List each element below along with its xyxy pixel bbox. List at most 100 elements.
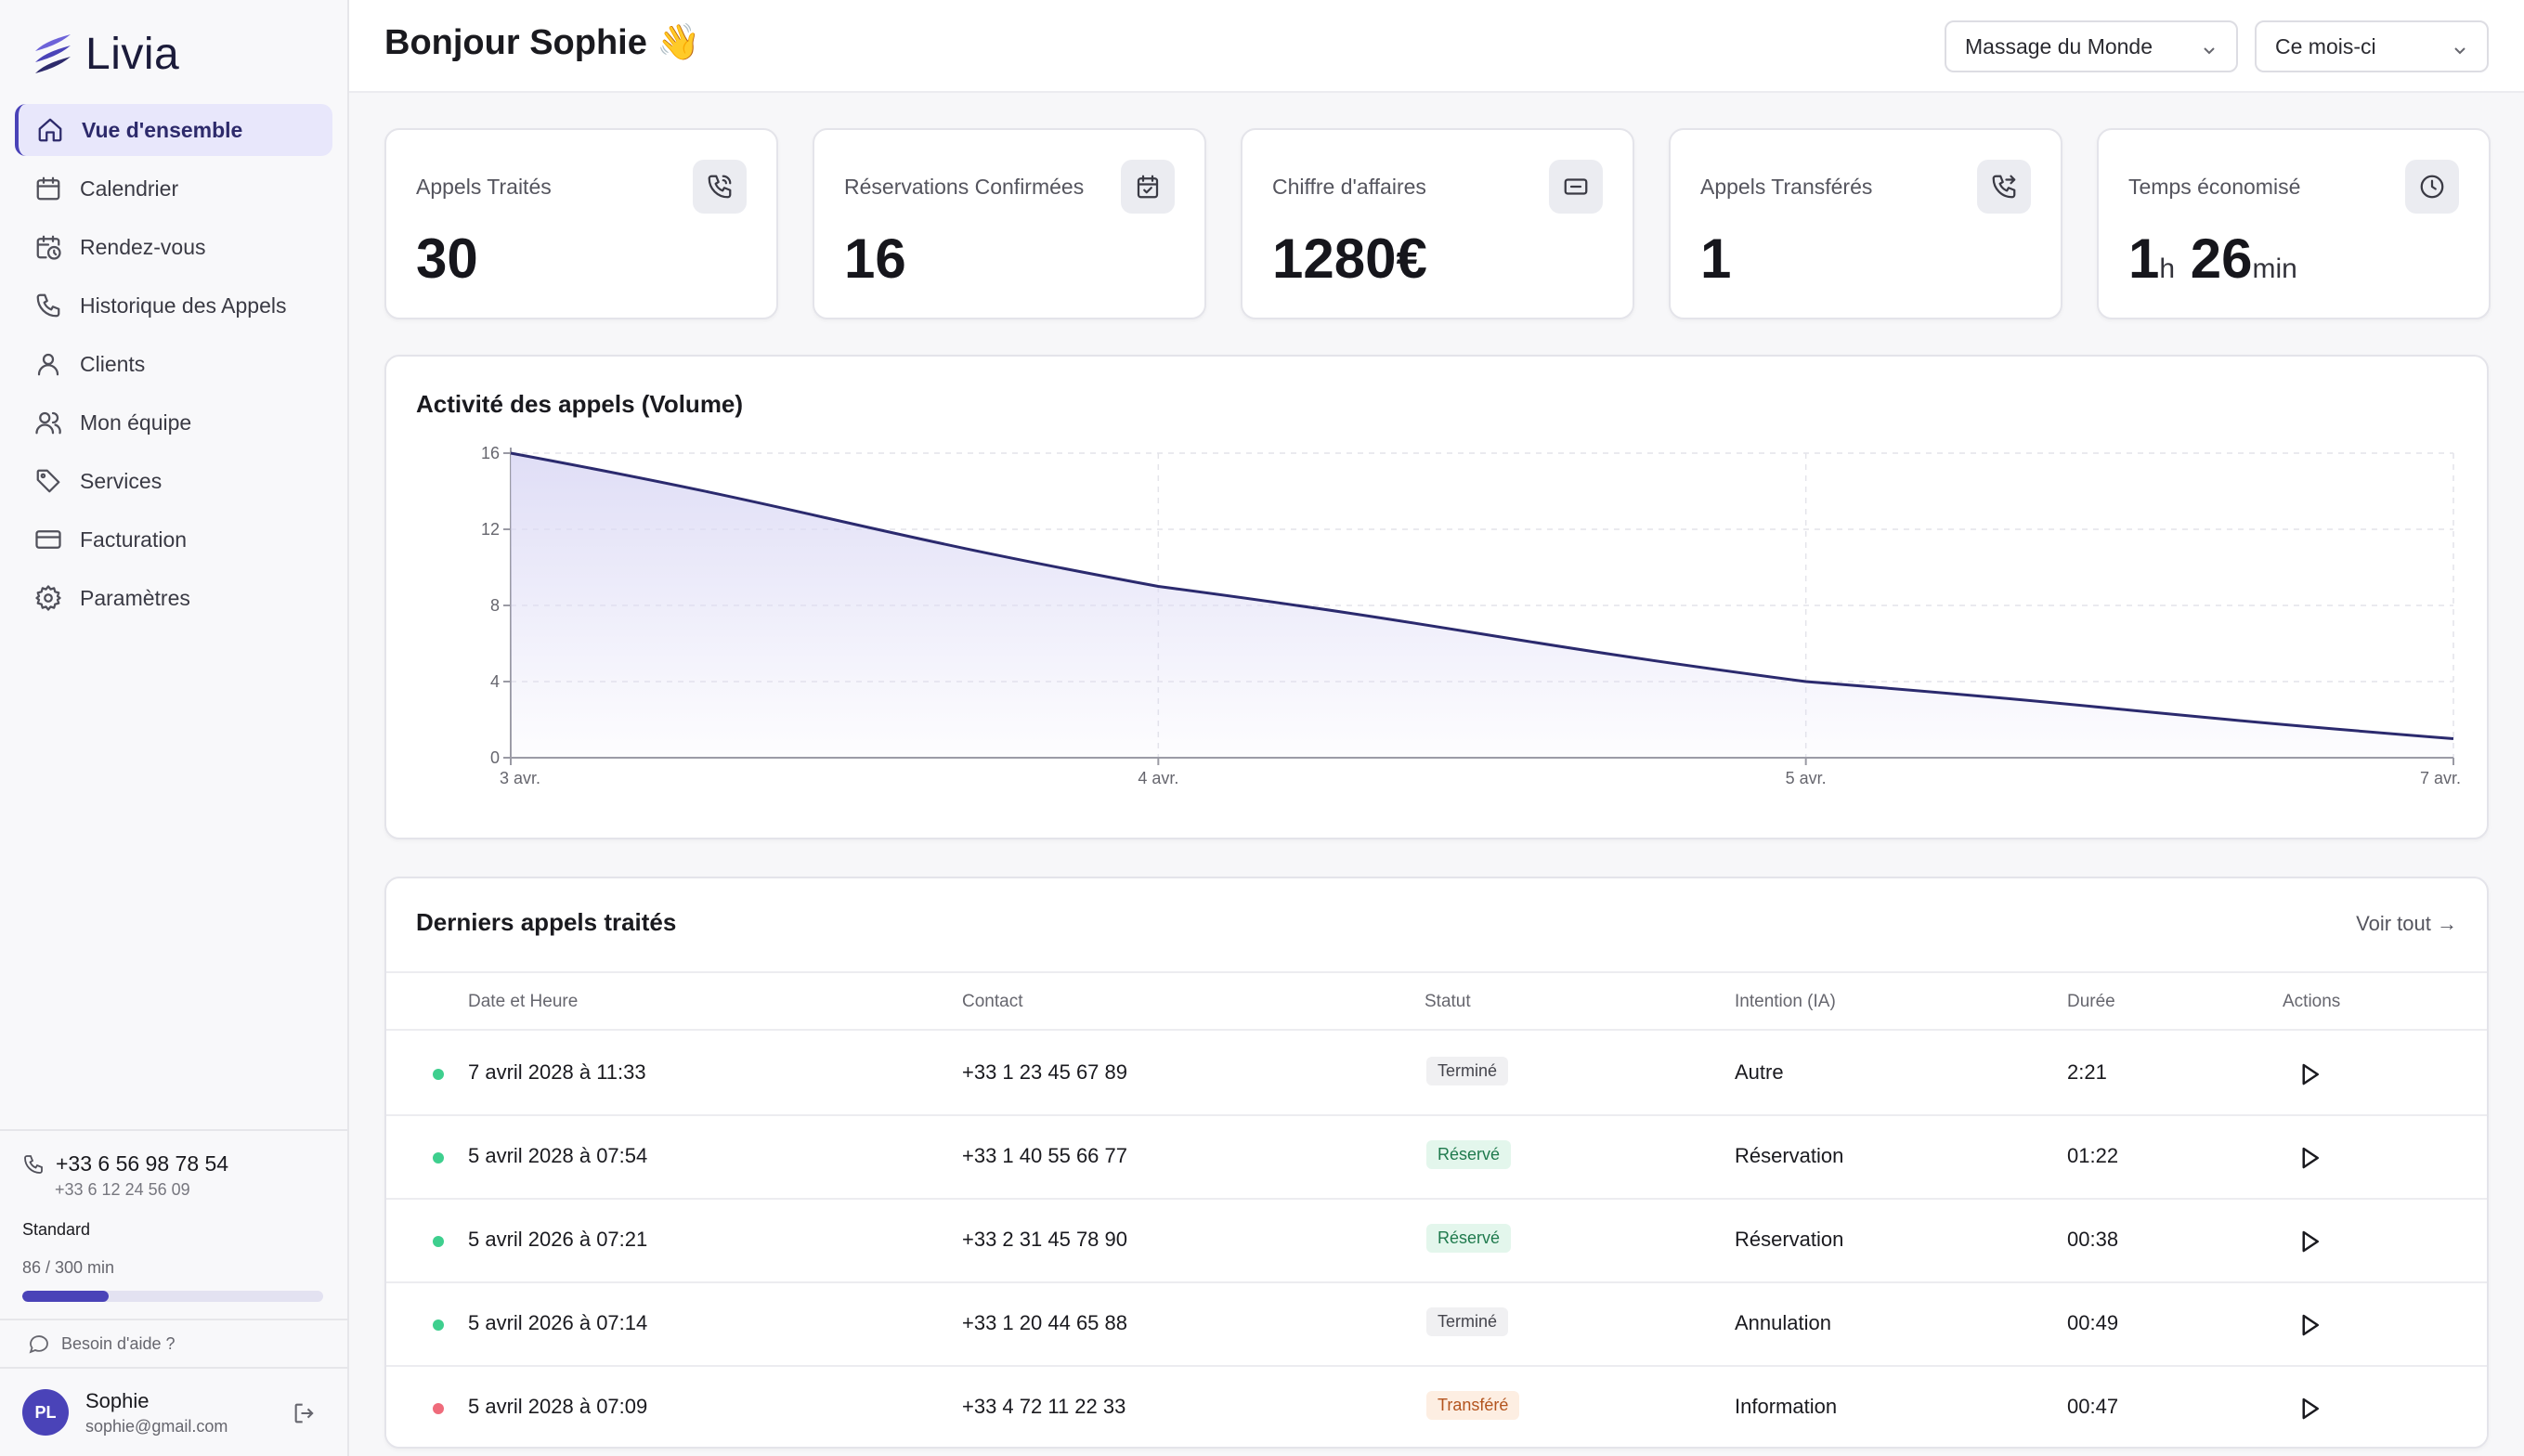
chevron-down-icon [2201,39,2218,56]
status-dot [433,1403,444,1414]
y-tick-label: 4 [490,672,500,691]
chevron-down-icon [2452,39,2468,56]
usage-progress-bar [22,1291,323,1302]
app-logo[interactable]: Livia [32,26,179,82]
stat-title: Appels Transférés [1700,175,1873,199]
sidebar-item-settings[interactable]: Paramètres [15,572,332,624]
call-date: 5 avril 2028 à 07:54 [468,1144,648,1167]
phone-icon [33,291,63,320]
stat-title: Réservations Confirmées [844,175,1085,199]
stat-title: Temps économisé [2128,175,2301,199]
table-row[interactable]: 7 avril 2028 à 11:33 +33 1 23 45 67 89 Ter… [386,1033,2487,1116]
call-duration: 01:22 [2067,1144,2119,1167]
x-tick-label: 5 avr. [1786,769,1827,787]
sidebar-item-label: Paramètres [80,585,190,610]
table-row[interactable]: 5 avril 2026 à 07:14 +33 1 20 44 65 88 Ter… [386,1283,2487,1367]
column-header-status[interactable]: Statut [1425,992,1471,1011]
calendar-check-icon [1121,160,1175,214]
stat-card-calls-handled: Appels Traités 30 [384,128,778,319]
phone-row: +33 6 56 98 78 54 [22,1151,325,1176]
call-date: 5 avril 2028 à 07:09 [468,1395,648,1418]
sidebar-item-team[interactable]: Mon équipe [15,396,332,448]
table-row[interactable]: 5 avril 2028 à 07:09 +33 4 72 11 22 33 Tra… [386,1367,2487,1447]
stat-value: 30 [416,228,478,290]
play-icon [2302,1063,2319,1086]
sidebar-item-label: Services [80,468,163,493]
sidebar-item-label: Mon équipe [80,410,192,435]
logout-icon [294,1403,314,1424]
clock-icon [2405,160,2459,214]
table-row[interactable]: 5 avril 2026 à 07:21 +33 2 31 45 78 90 Rés… [386,1200,2487,1283]
sidebar-item-calendar[interactable]: Calendrier [15,162,332,214]
play-icon [2302,1398,2319,1420]
calendar-clock-icon [33,232,63,262]
period-select-value: Ce mois-ci [2275,33,2376,58]
user-icon [33,349,63,379]
play-recording-button[interactable] [2296,1060,2323,1088]
play-recording-button[interactable] [2296,1311,2323,1339]
stat-card-time-saved: Temps économisé 1h 26min [2097,128,2491,319]
business-select[interactable]: Massage du Monde [1945,20,2238,72]
sidebar-item-appointments[interactable]: Rendez-vous [15,221,332,273]
column-header-date[interactable]: Date et Heure [468,992,579,1011]
call-duration: 00:38 [2067,1228,2119,1251]
table-row[interactable]: 5 avril 2028 à 07:54 +33 1 40 55 66 77 Rés… [386,1116,2487,1200]
chart-title: Activité des appels (Volume) [416,390,744,418]
sidebar-item-label: Clients [80,351,146,376]
table-title: Derniers appels traités [416,908,677,936]
call-intent: Réservation [1735,1144,1844,1167]
play-recording-button[interactable] [2296,1228,2323,1255]
chat-bubble-icon [29,1335,48,1354]
users-icon [33,408,63,437]
app-name: Livia [85,29,180,79]
status-dot [433,1236,444,1247]
stat-value: 1 [1700,228,1732,290]
stat-value-minutes: 26 [2190,228,2253,290]
period-select[interactable]: Ce mois-ci [2255,20,2489,72]
x-tick-label: 3 avr. [500,769,540,787]
stat-value: 1280€ [1272,228,1427,290]
sidebar-item-label: Facturation [80,526,188,552]
y-tick-label: 12 [481,520,500,539]
recent-calls-card: Derniers appels traités Voir tout → Date… [384,877,2489,1449]
avatar: PL [22,1389,69,1436]
call-contact: +33 1 40 55 66 77 [962,1144,1127,1167]
play-recording-button[interactable] [2296,1395,2323,1423]
stat-card-transfers: Appels Transférés 1 [1669,128,2062,319]
stat-unit-hours: h [2159,254,2176,284]
minutes-usage: 86 / 300 min [22,1258,115,1277]
column-header-duration[interactable]: Durée [2067,992,2115,1011]
status-dot [433,1320,444,1331]
call-date: 7 avril 2028 à 11:33 [468,1060,646,1084]
tag-icon [33,466,63,496]
see-all-link[interactable]: Voir tout → [2356,912,2457,935]
sidebar-item-clients[interactable]: Clients [15,338,332,390]
x-tick-label: 7 avr. [2420,769,2461,787]
phone-forward-icon [1977,160,2031,214]
help-link[interactable]: Besoin d'aide ? [0,1319,347,1367]
sidebar-footer: +33 6 56 98 78 54 +33 6 12 24 56 09 Stan… [0,1129,347,1456]
usage-progress-fill [22,1291,109,1302]
play-icon [2302,1147,2319,1169]
sidebar-item-call-history[interactable]: Historique des Appels [15,280,332,332]
column-header-contact[interactable]: Contact [962,992,1023,1011]
call-date: 5 avril 2026 à 07:21 [468,1228,648,1251]
play-recording-button[interactable] [2296,1144,2323,1172]
logo-mark-icon [35,34,71,73]
sidebar-item-services[interactable]: Services [15,455,332,507]
call-contact: +33 2 31 45 78 90 [962,1228,1127,1251]
call-activity-chart: 0 4 8 12 16 3 avr. 4 avr. 5 avr. 7 avr. [481,444,2461,787]
sidebar-item-billing[interactable]: Facturation [15,514,332,566]
sidebar-nav: Vue d'ensemble Calendrier Rendez-vous Hi… [15,104,332,630]
status-dot [433,1152,444,1164]
page-title: Bonjour Sophie 👋 [384,23,701,62]
column-header-intent[interactable]: Intention (IA) [1735,992,1836,1011]
sidebar-item-label: Rendez-vous [80,234,206,259]
user-profile[interactable]: PL Sophie sophie@gmail.com [0,1367,347,1456]
help-label: Besoin d'aide ? [61,1333,176,1353]
series-area [511,453,2453,758]
logout-button[interactable] [292,1400,318,1426]
gear-icon [33,583,63,613]
call-contact: +33 1 20 44 65 88 [962,1311,1127,1334]
sidebar-item-overview[interactable]: Vue d'ensemble [15,104,332,156]
